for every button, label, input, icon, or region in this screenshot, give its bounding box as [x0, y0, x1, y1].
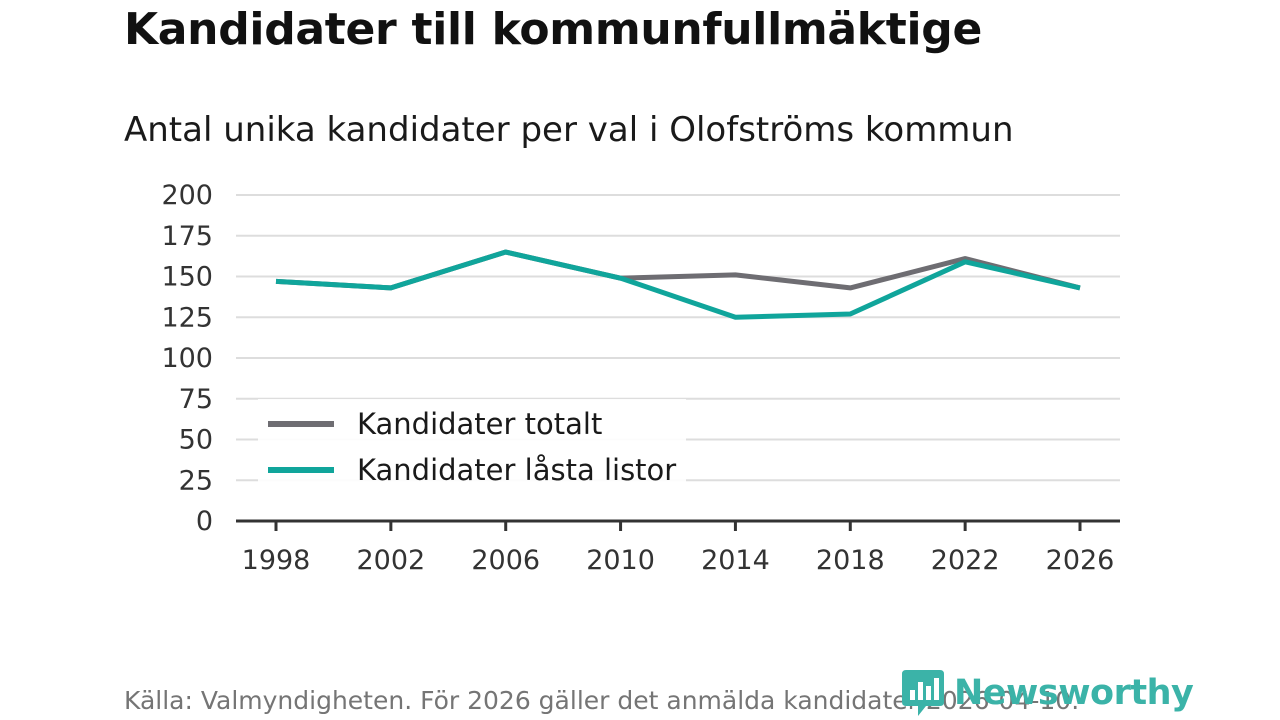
newsworthy-logo-icon	[902, 670, 944, 716]
brand-name: Newsworthy	[954, 673, 1194, 713]
x-tick-label: 2010	[586, 545, 655, 576]
y-tick-label: 175	[161, 221, 213, 252]
series-line-lasta-listor	[275, 249, 1081, 320]
x-tick-label: 2026	[1046, 545, 1115, 576]
x-tick-label: 2022	[931, 545, 1000, 576]
y-tick-label: 125	[161, 302, 213, 333]
brand-logo: Newsworthy	[902, 670, 1194, 716]
chart-subtitle: Antal unika kandidater per val i Olofstr…	[124, 110, 1014, 150]
x-tick-label: 2002	[356, 545, 425, 576]
series-lines	[275, 249, 1081, 320]
legend-label: Kandidater låsta listor	[357, 453, 676, 487]
y-tick-label: 0	[196, 506, 213, 537]
y-tick-label: 100	[161, 343, 213, 374]
x-tick-label: 2018	[816, 545, 885, 576]
y-tick-label: 150	[161, 262, 213, 293]
legend-label: Kandidater totalt	[357, 407, 602, 441]
axes: 0 25 50 75 100 125 150 175 200 1998 2002 2006 2010 20…	[161, 180, 1120, 576]
y-tick-label: 75	[179, 384, 213, 415]
gridlines	[236, 194, 1120, 482]
legend: Kandidater totalt Kandidater låsta listor	[258, 399, 686, 487]
x-tick-label: 2006	[471, 545, 540, 576]
y-tick-label: 25	[179, 465, 213, 496]
series-line-totalt	[275, 249, 1081, 291]
y-tick-label: 200	[161, 180, 213, 211]
chart-title: Kandidater till kommunfullmäktige	[124, 4, 983, 55]
x-tick-label: 2014	[701, 545, 770, 576]
y-tick-label: 50	[179, 425, 213, 456]
x-tick-label: 1998	[242, 545, 311, 576]
